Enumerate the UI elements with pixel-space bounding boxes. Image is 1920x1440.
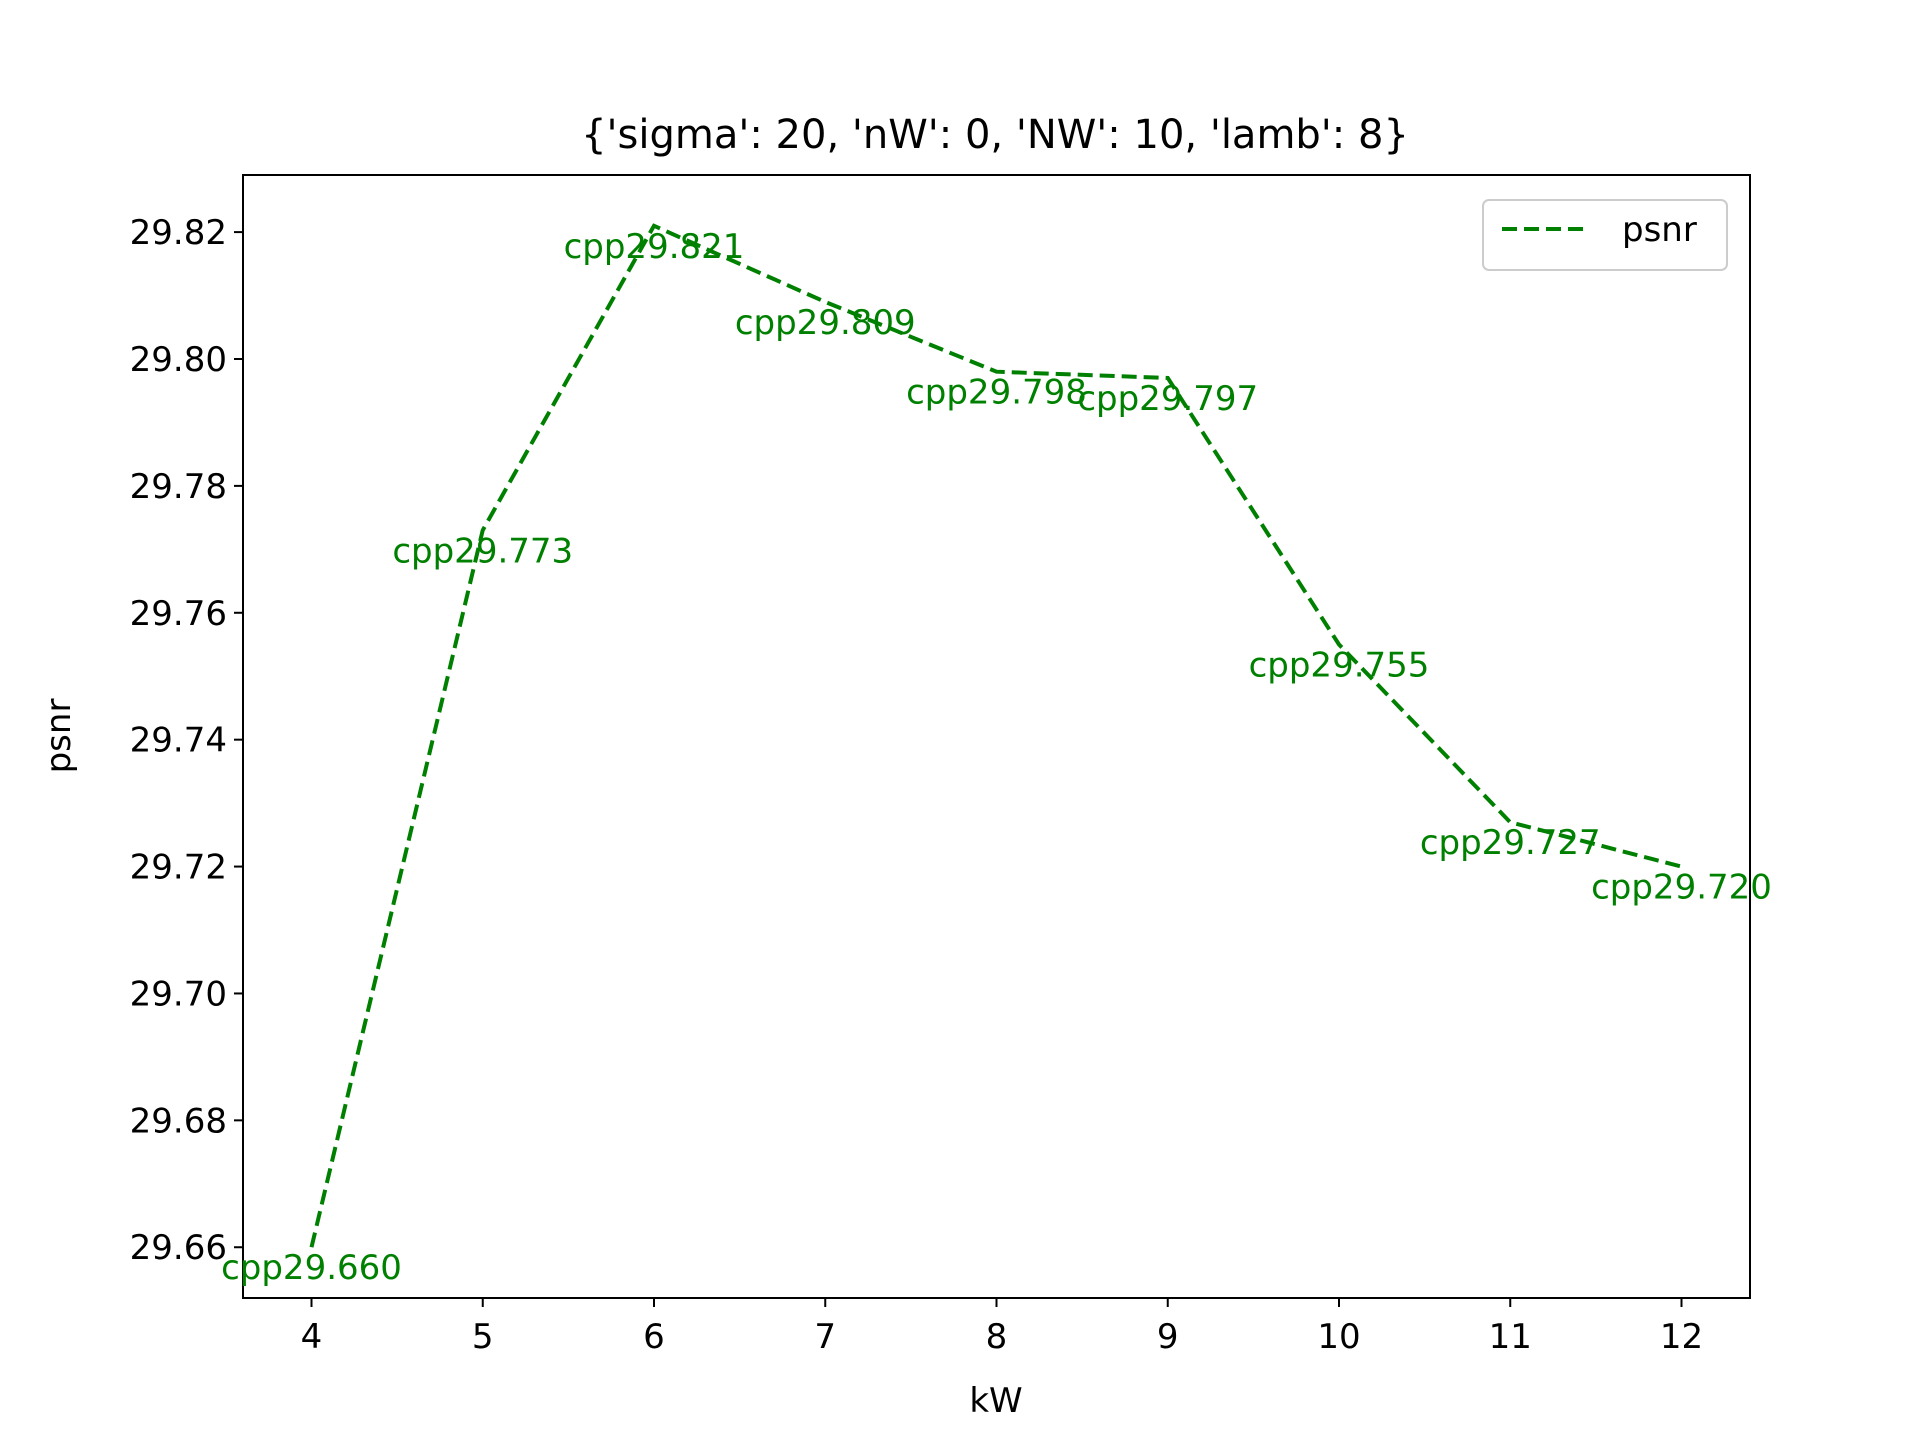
series-psnr bbox=[309, 223, 1683, 1248]
x-tick-label: 10 bbox=[1317, 1317, 1360, 1357]
x-axis-label: kW bbox=[969, 1381, 1022, 1421]
y-tick-label: 29.74 bbox=[130, 721, 227, 761]
x-tick-label: 6 bbox=[643, 1317, 665, 1357]
data-label-point: cpp29.660 bbox=[221, 1248, 402, 1288]
x-axis: 4 5 6 7 8 9 10 11 12 bbox=[301, 1298, 1703, 1357]
y-tick-label: 29.70 bbox=[130, 974, 227, 1014]
x-tick-label: 4 bbox=[301, 1317, 323, 1357]
y-axis-label: psnr bbox=[39, 699, 79, 774]
y-tick-label: 29.72 bbox=[130, 848, 227, 888]
data-label-point: cpp29.797 bbox=[1077, 379, 1258, 419]
legend-label-psnr: psnr bbox=[1622, 210, 1697, 250]
x-tick-label: 7 bbox=[814, 1317, 836, 1357]
data-label-point: cpp29.773 bbox=[392, 531, 573, 571]
legend-box bbox=[1482, 199, 1728, 271]
data-label-point: cpp29.720 bbox=[1591, 868, 1772, 908]
data-label-point: cpp29.798 bbox=[906, 373, 1087, 413]
y-tick-label: 29.68 bbox=[130, 1101, 227, 1141]
x-tick-label: 8 bbox=[986, 1317, 1008, 1357]
data-label-point: cpp29.809 bbox=[735, 303, 916, 343]
y-tick-label: 29.76 bbox=[130, 594, 227, 634]
plot-area-frame bbox=[242, 174, 1751, 1299]
x-tick-label: 5 bbox=[472, 1317, 494, 1357]
data-label-point: cpp29.821 bbox=[564, 227, 745, 267]
chart-title: {'sigma': 20, 'nW': 0, 'NW': 10, 'lamb':… bbox=[581, 112, 1409, 158]
series-line-psnr bbox=[309, 223, 1683, 1248]
y-tick-label: 29.78 bbox=[130, 467, 227, 507]
y-tick-label: 29.66 bbox=[130, 1228, 227, 1268]
x-tick-label: 11 bbox=[1489, 1317, 1532, 1357]
data-label-point: cpp29.727 bbox=[1420, 823, 1601, 863]
y-axis: 29.66 29.68 29.70 29.72 29.74 29.76 29.78 29.80… bbox=[130, 213, 243, 1268]
y-tick-label: 29.82 bbox=[130, 213, 227, 253]
data-label-point: cpp29.755 bbox=[1249, 646, 1430, 686]
x-tick-label: 12 bbox=[1660, 1317, 1703, 1357]
legend: psnr bbox=[1482, 199, 1728, 271]
y-tick-label: 29.80 bbox=[130, 340, 227, 380]
data-labels: cpp29.660 cpp29.773 cpp29.821 cpp29.809 cpp2… bbox=[221, 227, 1772, 1288]
x-tick-label: 9 bbox=[1157, 1317, 1179, 1357]
